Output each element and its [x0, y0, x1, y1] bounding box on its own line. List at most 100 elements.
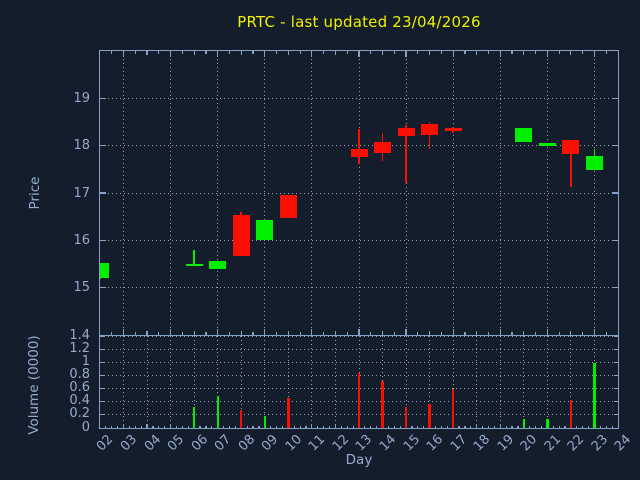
y-tick-mark — [100, 239, 106, 241]
x-tick-mark — [334, 424, 337, 428]
x-tick-mark — [299, 426, 301, 428]
volume-gridline-v — [499, 336, 501, 428]
x-tick-mark — [264, 51, 266, 57]
x-tick-mark — [264, 329, 266, 335]
x-tick-mark — [217, 329, 219, 335]
x-tick-mark — [558, 426, 560, 428]
x-tick-mark — [240, 331, 242, 335]
candle-body — [515, 128, 533, 142]
chart-title: PRTC - last updated 23/04/2026 — [237, 13, 481, 31]
x-tick-label: 22 — [565, 432, 588, 455]
x-tick-mark — [370, 426, 372, 428]
x-tick-mark — [275, 51, 278, 54]
x-axis-label: Day — [345, 452, 373, 468]
price-gridline-v — [170, 51, 172, 335]
y-tick-mark — [612, 145, 618, 147]
candle-body — [444, 127, 462, 132]
price-ytick-label: 16 — [73, 232, 90, 248]
x-tick-label: 12 — [329, 432, 353, 455]
x-tick-mark — [464, 51, 466, 54]
x-tick-mark — [317, 426, 319, 428]
volume-gridline-v — [193, 336, 195, 428]
y-tick-mark — [612, 97, 618, 99]
x-tick-mark — [593, 51, 596, 57]
y-tick-mark — [614, 414, 618, 416]
volume-bar — [287, 397, 290, 428]
x-tick-mark — [122, 51, 125, 57]
x-tick-mark — [440, 426, 442, 428]
x-tick-label: 18 — [471, 432, 494, 455]
x-tick-mark — [540, 426, 543, 428]
x-tick-mark — [387, 426, 390, 428]
volume-gridline-v — [217, 336, 219, 428]
candle-body — [209, 261, 227, 270]
x-tick-mark — [452, 51, 454, 57]
y-tick-mark — [100, 287, 106, 289]
y-tick-mark — [612, 239, 618, 241]
x-tick-mark — [429, 51, 431, 55]
price-gridline-v — [452, 51, 454, 335]
x-tick-mark — [405, 329, 407, 335]
volume-gridline-v — [146, 336, 148, 428]
volume-gridline-v — [546, 336, 548, 428]
price-gridline-v — [593, 51, 595, 335]
x-tick-mark — [405, 51, 407, 57]
x-tick-mark — [564, 426, 566, 428]
volume-ytick-label: 0.8 — [69, 366, 90, 382]
x-tick-mark — [299, 332, 301, 335]
x-tick-mark — [134, 51, 136, 54]
x-tick-mark — [376, 426, 378, 428]
x-tick-mark — [270, 426, 272, 428]
y-tick-mark — [100, 401, 104, 403]
x-tick-mark — [228, 51, 231, 54]
volume-ytick-label: 1 — [81, 353, 90, 369]
x-tick-label: 24 — [612, 432, 635, 455]
x-tick-mark — [511, 426, 513, 428]
price-gridline-v — [405, 51, 407, 335]
x-tick-mark — [534, 332, 537, 335]
price-gridline-v — [311, 51, 313, 335]
x-tick-mark — [352, 426, 354, 428]
x-tick-mark — [511, 51, 513, 54]
x-tick-mark — [134, 426, 136, 428]
x-tick-mark — [393, 426, 395, 428]
candle-body — [232, 214, 250, 256]
x-tick-mark — [205, 51, 207, 54]
x-tick-mark — [499, 424, 501, 428]
price-ytick-label: 15 — [73, 280, 90, 296]
x-tick-mark — [205, 426, 207, 428]
x-tick-label: 11 — [306, 432, 329, 455]
x-tick-mark — [234, 426, 236, 428]
x-tick-mark — [146, 424, 148, 428]
volume-gridline-v — [429, 336, 431, 428]
x-tick-mark — [181, 332, 183, 335]
candle-body — [374, 142, 392, 154]
volume-gridline-v — [170, 336, 172, 428]
x-tick-mark — [299, 51, 301, 54]
y-tick-mark — [614, 374, 618, 377]
x-tick-mark — [323, 332, 325, 335]
candle-body — [350, 148, 368, 157]
volume-ytick-label: 1.2 — [69, 340, 90, 356]
volume-bar — [357, 372, 361, 428]
x-tick-label: 07 — [212, 432, 235, 455]
candle-wick — [405, 124, 407, 183]
volume-bar — [428, 403, 431, 428]
x-tick-mark — [499, 51, 501, 57]
volume-bar — [546, 418, 549, 428]
volume-gridline-v — [334, 336, 336, 428]
x-tick-label: 04 — [141, 432, 164, 455]
x-tick-mark — [223, 426, 225, 428]
x-tick-mark — [340, 426, 342, 428]
candle-body — [421, 124, 439, 135]
x-tick-mark — [576, 426, 578, 428]
y-tick-mark — [614, 361, 618, 363]
x-tick-mark — [164, 426, 166, 428]
x-tick-mark — [393, 332, 395, 335]
x-tick-mark — [170, 329, 172, 335]
candle-body — [397, 128, 415, 137]
x-tick-mark — [328, 426, 331, 428]
x-tick-mark — [534, 426, 537, 428]
volume-ytick-label: 0.6 — [69, 380, 90, 396]
x-tick-mark — [181, 426, 183, 428]
